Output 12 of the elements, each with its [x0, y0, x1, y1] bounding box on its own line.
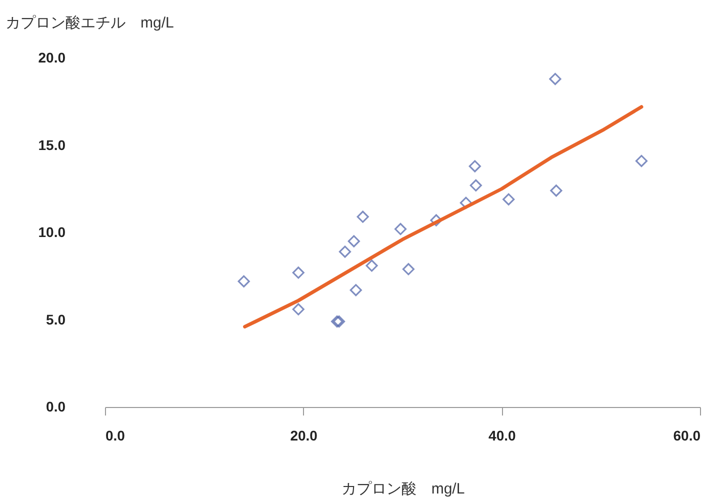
- y-tick-label: 20.0: [38, 50, 66, 66]
- x-tick-label: 0.0: [106, 428, 126, 444]
- y-tick-label: 15.0: [38, 136, 66, 153]
- y-tick-label: 5.0: [46, 311, 66, 328]
- x-tick-label: 20.0: [290, 428, 318, 444]
- y-axis-title: カプロン酸エチル mg/L: [6, 14, 174, 32]
- line-series: [243, 105, 644, 328]
- x-axis-title: カプロン酸 mg/L: [341, 480, 465, 498]
- x-tick-label: 60.0: [673, 428, 701, 444]
- y-tick-label: 10.0: [38, 224, 66, 240]
- y-tick-label: 0.0: [46, 398, 66, 414]
- x-tick-label: 40.0: [488, 428, 516, 444]
